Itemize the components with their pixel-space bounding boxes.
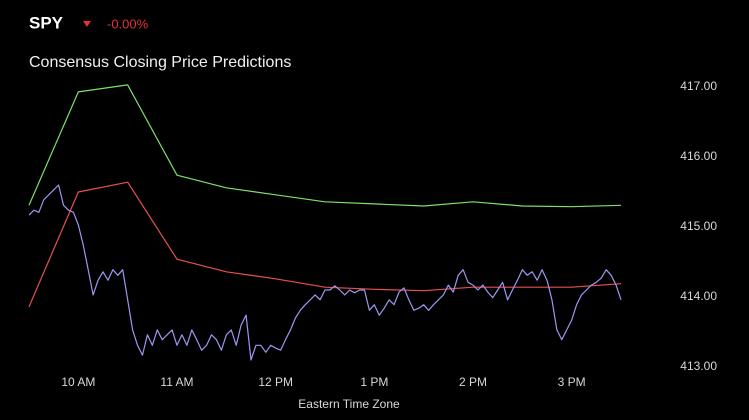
- series-line: [28, 181, 622, 308]
- chart-title: Consensus Closing Price Predictions: [29, 54, 291, 71]
- x-tick-label: 12 PM: [258, 375, 293, 389]
- y-tick-label: 413.00: [680, 359, 717, 373]
- down-arrow-icon: [83, 21, 91, 27]
- y-tick-label: 417.00: [680, 79, 717, 93]
- y-tick-label: 416.00: [680, 149, 717, 163]
- symbol: SPY: [29, 13, 64, 32]
- x-tick-label: 3 PM: [558, 375, 586, 389]
- series-line: [28, 184, 622, 361]
- price-change: -0.00%: [107, 16, 149, 31]
- x-tick-label: 11 AM: [160, 375, 193, 389]
- y-tick-label: 415.00: [680, 219, 717, 233]
- x-tick-label: 10 AM: [61, 375, 95, 389]
- y-tick-label: 414.00: [680, 289, 717, 303]
- series-line: [28, 84, 622, 208]
- x-tick-label: 2 PM: [459, 375, 487, 389]
- x-tick-label: 1 PM: [360, 375, 388, 389]
- x-axis-label: Eastern Time Zone: [298, 397, 400, 411]
